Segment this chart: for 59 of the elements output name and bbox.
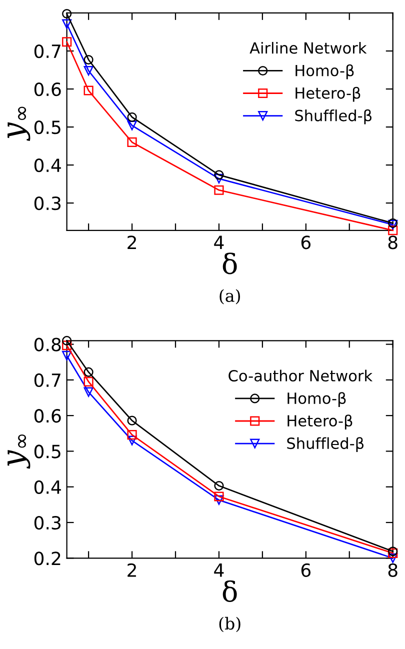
legend-label: Hetero-β	[288, 414, 352, 430]
x-axis-title: δ	[222, 580, 237, 602]
point	[84, 387, 94, 397]
point	[62, 340, 72, 350]
y-tick-label: 0.5	[34, 120, 60, 134]
x-axis-title: δ	[222, 252, 237, 274]
y-tick-label: 0.3	[34, 196, 61, 210]
point	[127, 430, 137, 440]
y-tick-label: 0.6	[34, 409, 61, 423]
legend-label: Shuffled-β	[287, 437, 364, 452]
text: (a)	[220, 289, 240, 304]
y-tick-label: 0.3	[34, 516, 61, 530]
point	[127, 120, 137, 130]
x-tick-label: 8	[388, 563, 398, 577]
point	[214, 185, 224, 195]
legend-title: Airline Network	[250, 42, 367, 54]
point	[214, 174, 224, 184]
legend-label: Hetero-β	[296, 86, 360, 102]
x-tick-label: 4	[214, 236, 224, 249]
point	[84, 367, 94, 377]
y-tick-label: 0.8	[34, 338, 61, 352]
point	[84, 376, 94, 387]
y-tick-label: 0.7	[34, 373, 60, 388]
x-tick-label: 2	[128, 236, 136, 249]
y-axis-title: y$_{∞}$	[8, 106, 30, 142]
point	[62, 336, 72, 346]
point	[214, 480, 224, 491]
point	[62, 8, 72, 19]
y-tick-label: 0.5	[34, 444, 60, 458]
x-tick-label: 8	[388, 236, 398, 250]
point	[62, 350, 72, 360]
y-tick-label: 0.4	[34, 158, 61, 172]
y-tick-label: 0.2	[34, 552, 60, 566]
point	[127, 112, 137, 122]
y-tick-label: 0.4	[34, 480, 61, 494]
y-tick-label: 0.6	[34, 82, 61, 96]
point	[214, 495, 224, 505]
point	[214, 492, 224, 502]
legend-label: Homo-β	[296, 64, 354, 80]
text: (b)	[219, 616, 240, 632]
point	[127, 416, 137, 426]
point	[214, 170, 224, 180]
legend-label: Shuffled-β	[295, 109, 372, 124]
point	[127, 137, 137, 148]
y-tick-label: 0.7	[34, 44, 60, 58]
x-tick-label: 2	[128, 563, 136, 577]
point	[127, 436, 137, 446]
x-tick-label: 6	[301, 563, 311, 577]
legend-title: Co-author Network	[228, 370, 373, 382]
point	[84, 86, 94, 96]
point	[62, 37, 72, 47]
x-tick-label: 6	[301, 236, 311, 250]
y-axis-title: y$_{∞}$	[8, 434, 30, 469]
legend-label: Homo-β	[288, 392, 346, 407]
point	[84, 54, 94, 65]
point	[62, 19, 72, 29]
x-tick-label: 4	[214, 564, 224, 577]
point	[388, 226, 398, 236]
point	[84, 66, 94, 76]
